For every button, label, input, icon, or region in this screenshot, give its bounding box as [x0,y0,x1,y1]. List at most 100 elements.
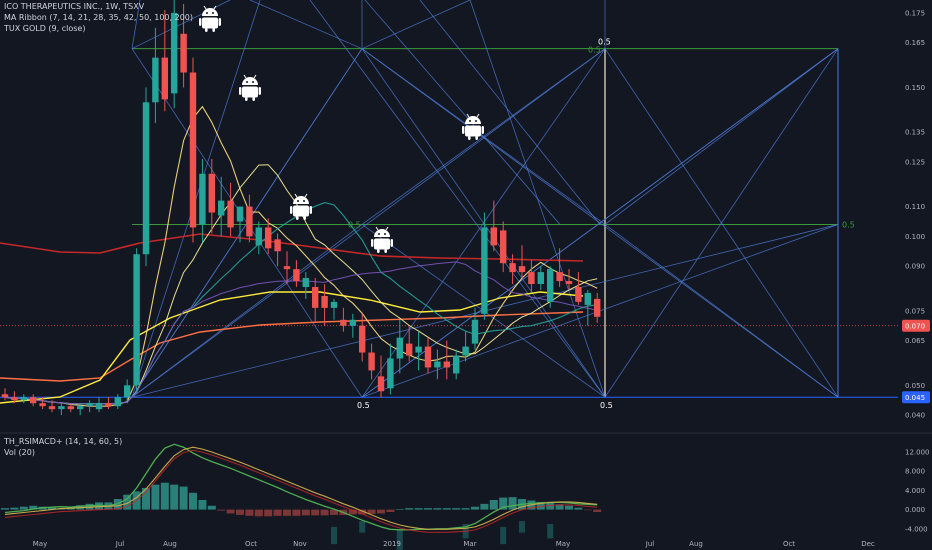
android-leg [296,216,299,220]
axes: May Jul Aug Oct Nov 2019 Mar May Jul Aug Oct Dec 0.0… [33,9,930,548]
candle-body [77,406,84,410]
macd-histogram-bar [198,500,207,510]
macd-histogram-bar [311,509,320,516]
macd-histogram-bar [489,500,498,510]
gann-fan-line [309,0,606,398]
symbol-legend[interactable]: ICO THERAPEUTICS INC., 1W, TSXV [4,2,145,11]
candle-body [453,355,460,374]
android-eye [252,81,254,83]
macd-histogram-bar [254,509,263,517]
candle-body [481,227,488,314]
gann-fan-line [361,48,606,398]
android-leg [212,28,215,32]
macd-histogram-bar [452,508,461,510]
candle-body [312,287,319,308]
macd-histogram-bar [301,509,310,516]
tux-gold-legend[interactable]: TUX GOLD (9, close) [4,24,86,33]
candle-body [396,337,403,359]
macd-histogram-bar [546,502,555,510]
candle-body [171,12,178,94]
android-arm [258,87,261,95]
candle-body [142,102,150,255]
macd-histogram-bar [320,509,329,516]
gann-fan-line [604,224,839,398]
candle-body [575,287,582,302]
macd-histogram-bar [283,509,291,516]
y-tick-label: 0.125 [905,158,925,166]
android-eye [303,200,305,202]
android-antenna [203,5,207,10]
macd-histogram-bar [471,506,479,510]
candle-body [48,406,56,410]
candle-body [377,376,385,392]
candle-body [67,406,74,410]
volume-bar [519,521,525,533]
candle-body [556,272,563,282]
android-icon [199,5,221,32]
candle-body [246,206,253,237]
ma-ribbon-legend[interactable]: MA Ribbon (7, 14, 21, 28, 35, 42, 50, 10… [4,13,193,22]
x-tick-label: Jul [645,540,655,548]
android-arm [239,87,242,95]
ma-100-line [0,311,584,382]
macd-histogram-bar [386,509,395,512]
android-eye [206,12,208,14]
macd-histogram-bar [348,509,357,515]
android-antenna [304,193,308,198]
android-head [465,116,481,124]
x-tick-label: Jul [115,540,125,548]
osc-y-tick-label: -4.000 [905,525,928,533]
candle-body [105,403,112,407]
android-antenna [213,5,217,10]
gann-fan-line [469,0,606,398]
android-head [202,8,218,16]
candle-body [95,403,103,410]
macd-histogram-bar [480,503,489,510]
macd-histogram-bar [123,494,132,510]
x-tick-label: 2019 [383,540,401,548]
candle-body [20,397,27,401]
y-tick-label: 0.065 [905,337,925,345]
macd-signal-line [4,446,598,530]
candle-body [471,319,479,344]
volume-legend[interactable]: Vol (20) [4,448,35,457]
gann-fan-line [249,0,363,50]
gann-label: 0.5 [588,46,601,55]
android-eye [384,233,386,235]
android-body [293,205,309,217]
macd-histogram-bar [565,505,573,510]
gann-fan-line [361,0,471,50]
macd-histogram-bar [151,484,160,510]
android-body [242,86,258,98]
osc-y-tick-label: 8.000 [905,468,925,476]
tux-gold-line [0,291,584,404]
android-arm [481,126,484,134]
macd-histogram-bar [170,484,179,510]
macd-histogram-bar [414,508,423,510]
android-eye [475,120,477,122]
android-icon [290,193,312,220]
android-icons [199,5,484,253]
candle-body [321,295,328,308]
macd-histogram-bar [207,505,216,510]
candle-body [30,397,37,404]
android-antenna [253,74,257,79]
macd-histogram-bar [574,507,583,510]
macd-legend[interactable]: TH_RSIMACD+ (14, 14, 60, 5) [4,437,123,446]
rsi-line [4,443,598,531]
x-tick-label: May [556,540,570,548]
android-eye [212,12,214,14]
macd-histogram-bar [499,497,508,510]
candle-body [58,406,65,410]
candle-body [490,227,497,246]
macd-histogram-bar [292,509,301,516]
candle-body [274,239,281,252]
last-price-text: 0.070 [905,323,925,331]
macd-histogram-bar [461,508,470,510]
android-leg [384,249,387,253]
macd-histogram-bar [245,509,254,516]
macd-histogram-bar [555,504,564,510]
x-tick-label: Dec [861,540,875,548]
candle-body [302,278,309,288]
